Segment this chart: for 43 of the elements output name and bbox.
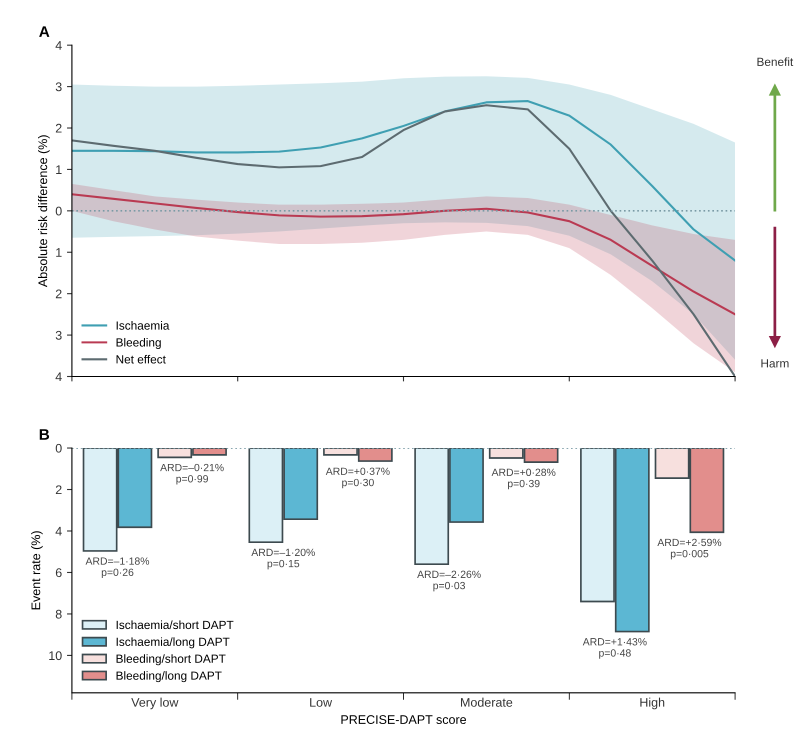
annotation: ARD=+2·59% p=0·005: [657, 538, 722, 560]
y-tick-label: 2: [56, 485, 62, 494]
y-axis-title: Event rate (%): [31, 531, 43, 610]
x-tick-label: Very low: [131, 698, 178, 710]
legend-label: Ischaemia: [116, 321, 170, 330]
x-tick-label: High: [640, 698, 664, 710]
text: Benefit: [757, 57, 794, 66]
y-tick-label: 1: [56, 248, 62, 257]
text: Harm: [761, 359, 789, 368]
annotation: ARD=–0·21% p=0·99: [160, 464, 224, 485]
y-tick-label: 4: [56, 526, 62, 536]
annotation: ARD=–2·26% p=0·03: [417, 570, 481, 592]
x-axis-title: PRECISE-DAPT score: [341, 715, 466, 724]
y-axis-title: Absolute risk difference (%): [38, 135, 50, 288]
y-tick-label: 0: [56, 444, 62, 453]
legend-label: Bleeding/long DAPT: [116, 671, 222, 682]
line-series: [72, 193, 736, 316]
x-tick-label: Low: [310, 698, 332, 707]
legend-label: Bleeding/short DAPT: [116, 654, 226, 666]
chart-title: B: [40, 429, 50, 440]
y-tick-label: 8: [56, 610, 62, 619]
y-tick-label: 4: [56, 41, 62, 50]
legend-label: Ischaemia/long DAPT: [116, 637, 230, 648]
y-tick-label: 1: [56, 165, 62, 174]
y-tick-label: 4: [56, 372, 62, 382]
legend-label: Net effect: [116, 354, 166, 364]
annotation: ARD=+1·43% p=0·48: [582, 638, 647, 659]
y-tick-label: 0: [56, 206, 62, 216]
annotation: ARD=–1·18% p=0·26: [86, 557, 150, 578]
y-tick-label: 10: [49, 651, 62, 660]
y-tick-label: 2: [56, 289, 62, 298]
legend-label: Bleeding: [116, 338, 161, 349]
annotation: ARD=+0·37% p=0·30: [326, 468, 390, 488]
y-tick-label: 6: [56, 568, 62, 578]
x-tick-label: Moderate: [461, 698, 512, 707]
annotation: ARD=–1·20% p=0·15: [251, 548, 315, 570]
annotation: ARD=+0·28% p=0·39: [492, 468, 556, 490]
chart-title: A: [39, 26, 50, 37]
y-tick-label: 3: [56, 82, 62, 92]
y-tick-label: 3: [56, 330, 62, 340]
line-series: [72, 100, 736, 262]
legend-label: Ischaemia/short DAPT: [116, 620, 234, 630]
y-tick-label: 2: [56, 124, 62, 133]
